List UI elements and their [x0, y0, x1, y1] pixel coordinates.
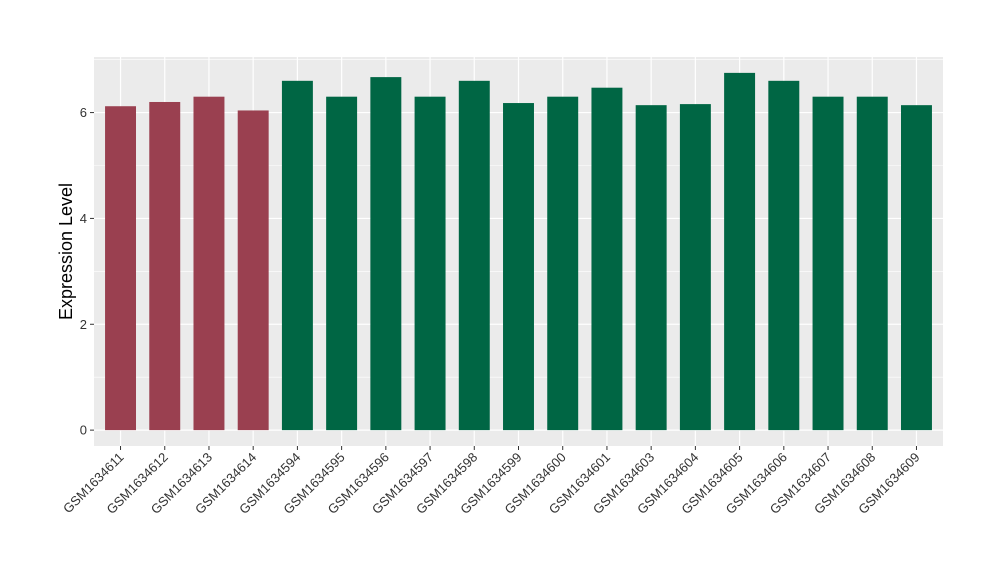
- bar-GSM1634611: [105, 106, 137, 431]
- bar-GSM1634608: [856, 96, 888, 431]
- bar-GSM1634612: [149, 101, 181, 431]
- bar-GSM1634600: [547, 96, 579, 431]
- bar-GSM1634603: [635, 105, 667, 431]
- bar-GSM1634605: [724, 72, 756, 431]
- y-tick-label: 4: [80, 211, 87, 226]
- bar-GSM1634614: [237, 110, 269, 431]
- y-tick-label: 6: [80, 105, 87, 120]
- bars: [105, 72, 932, 431]
- bar-GSM1634599: [503, 103, 534, 431]
- bar-GSM1634613: [193, 96, 225, 431]
- bar-GSM1634595: [326, 96, 358, 431]
- bar-GSM1634607: [812, 96, 844, 431]
- bar-GSM1634601: [591, 87, 623, 431]
- y-tick-label: 0: [80, 423, 87, 438]
- bar-GSM1634597: [414, 96, 446, 431]
- bar-GSM1634604: [679, 104, 711, 431]
- y-tick-label: 2: [80, 317, 87, 332]
- bar-GSM1634596: [370, 77, 402, 431]
- y-axis-title: Expression Level: [56, 183, 76, 320]
- bar-GSM1634606: [768, 80, 800, 431]
- bar-GSM1634598: [458, 80, 490, 431]
- bar-GSM1634609: [900, 105, 932, 431]
- bar-GSM1634594: [281, 80, 313, 431]
